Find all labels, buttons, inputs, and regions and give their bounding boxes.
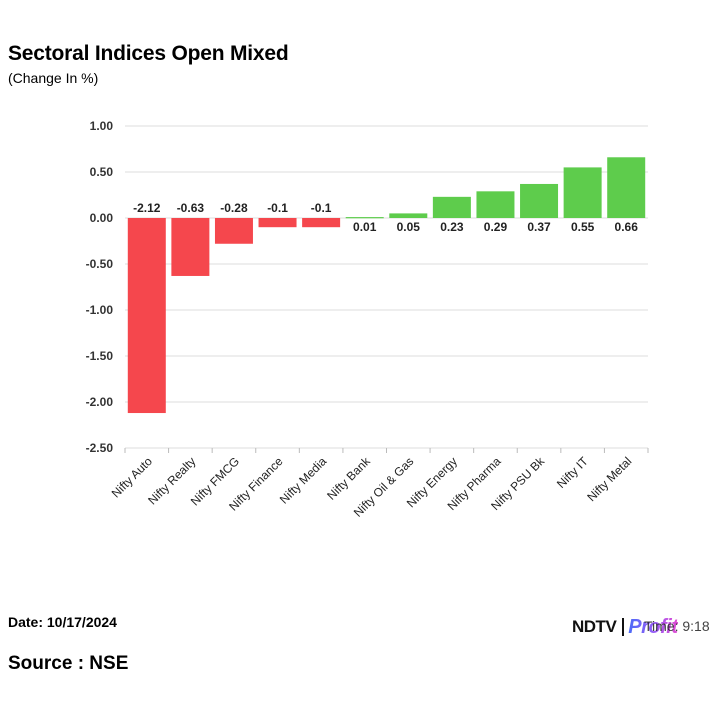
bar — [127, 218, 166, 414]
data-label: -2.12 — [133, 201, 161, 215]
category-label: Nifty Media — [277, 454, 330, 507]
category-label: Nifty IT — [554, 454, 591, 491]
brand-logo: NDTV Profit Time: 9:18 — [572, 615, 714, 639]
category-label: Nifty Metal — [584, 454, 634, 504]
brand-ndtv-text: NDTV — [572, 617, 617, 636]
bar — [563, 167, 602, 218]
bar — [171, 218, 210, 276]
date-label: Date: 10/17/2024 — [8, 614, 117, 630]
source-label: Source : NSE — [8, 653, 129, 674]
bar — [214, 218, 253, 244]
bar-chart: 1.00 0.50 0.00 -0.50 -1.00 -1.50 -2.00 -2.50 -2.… — [86, 119, 649, 520]
data-label: -0.28 — [220, 201, 248, 215]
data-label: 0.23 — [440, 220, 464, 234]
brand-separator — [622, 618, 625, 636]
data-label: -0.1 — [267, 201, 288, 215]
data-label: 0.05 — [397, 220, 421, 234]
bar — [258, 218, 297, 228]
bar — [432, 196, 471, 218]
bar — [607, 157, 646, 218]
y-tick-label: 0.50 — [90, 165, 114, 179]
y-tick-label: -2.00 — [86, 395, 114, 409]
y-tick-label: -1.00 — [86, 303, 114, 317]
y-tick-label: -0.50 — [86, 257, 114, 271]
chart-subtitle: (Change In %) — [8, 70, 99, 86]
bar — [345, 217, 384, 219]
y-tick-label: -2.50 — [86, 441, 114, 455]
data-label: 0.37 — [527, 220, 551, 234]
data-label: 0.01 — [353, 220, 377, 234]
bar — [476, 191, 515, 218]
brand-profit-text: Profit — [628, 615, 678, 638]
time-label: Time: 9:18 — [644, 618, 710, 634]
bar — [520, 183, 559, 218]
data-label: 0.66 — [615, 220, 639, 234]
bar — [389, 213, 428, 218]
data-label: 0.29 — [484, 220, 508, 234]
data-label: 0.55 — [571, 220, 595, 234]
y-tick-label: 1.00 — [90, 119, 114, 133]
bar — [302, 218, 341, 228]
chart-title: Sectoral Indices Open Mixed — [8, 42, 289, 65]
y-tick-label: 0.00 — [90, 211, 114, 225]
y-tick-label: -1.50 — [86, 349, 114, 363]
data-label: -0.63 — [177, 201, 205, 215]
data-label: -0.1 — [311, 201, 332, 215]
